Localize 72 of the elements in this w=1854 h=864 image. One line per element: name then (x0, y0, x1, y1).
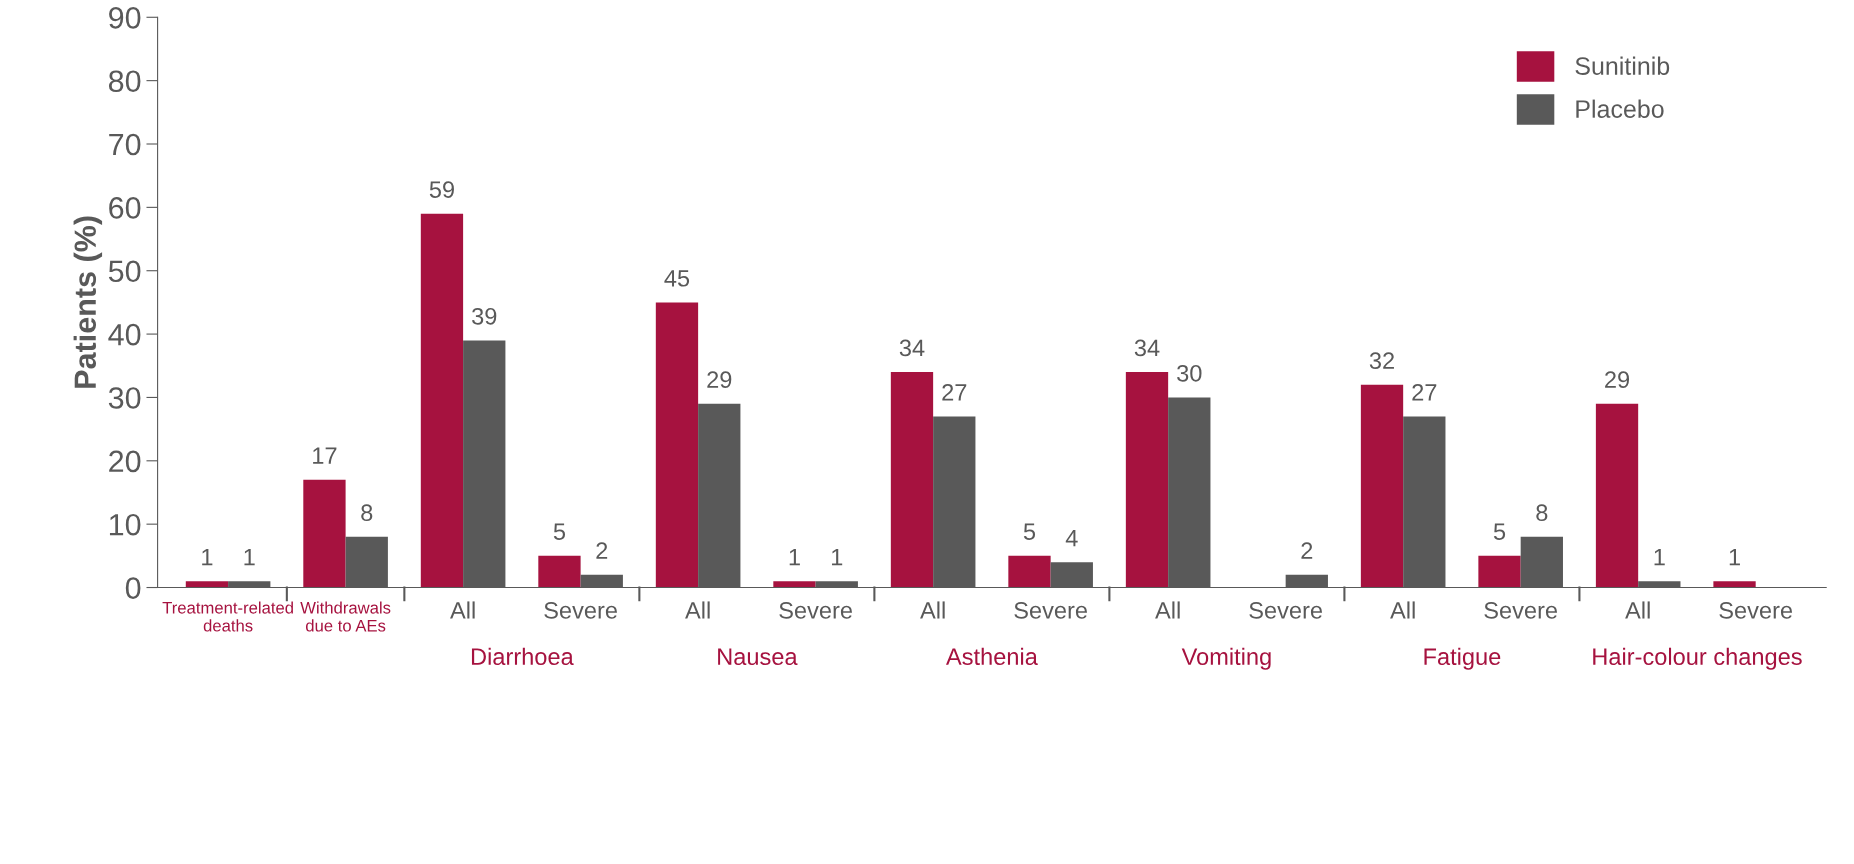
x-tick-label: All (450, 601, 475, 619)
legend-label: Placebo (1576, 99, 1664, 118)
x-tick-label: All (1155, 601, 1180, 619)
y-tick-label: 10 (109, 513, 141, 536)
legend-label: Sunitinib (1575, 56, 1670, 75)
x-tick-label: Severe (1484, 602, 1558, 619)
bar (303, 479, 346, 588)
data-label: 1 (832, 548, 843, 566)
x-tick-label: Treatment-related deaths (162, 601, 293, 632)
text: Asthenia (946, 647, 1038, 666)
bar (1595, 403, 1639, 588)
data-label: 32 (1369, 352, 1394, 369)
y-tick-label: 40 (108, 323, 141, 346)
y-tick-label: 50 (108, 260, 141, 283)
data-label: 5 (1493, 523, 1506, 541)
text: Fatigue (1424, 647, 1501, 670)
y-axis-title: Patients (%) (73, 216, 103, 388)
x-tick-label: Severe (1249, 602, 1323, 619)
x-tick-label: Severe (1014, 602, 1087, 619)
data-label: 1 (244, 548, 255, 566)
bar (538, 555, 581, 588)
bar (655, 302, 699, 588)
y-tick-label: 20 (109, 450, 141, 473)
data-label: 59 (429, 181, 454, 198)
x-tick-label: Withdrawals due to AEs (300, 601, 391, 632)
bar (1125, 372, 1169, 588)
data-label: 4 (1065, 529, 1078, 547)
y-tick-label: 30 (108, 387, 141, 409)
data-label: 29 (707, 371, 732, 388)
x-tick-label: All (685, 601, 710, 619)
x-tick-label: Severe (544, 602, 617, 619)
x-tick-label: All (1625, 601, 1650, 619)
y-tick-label: 90 (109, 7, 141, 29)
text: Diarrhoea (471, 647, 574, 666)
x-tick-label: All (1390, 601, 1415, 619)
data-label: 1 (1654, 548, 1665, 566)
data-label: 34 (1134, 339, 1160, 357)
x-tick-label: Severe (1719, 602, 1793, 619)
y-tick-label: 0 (125, 577, 141, 599)
text: Vomiting (1181, 647, 1271, 670)
data-label: 8 (1536, 504, 1548, 522)
data-label: 17 (313, 447, 337, 464)
data-label: 5 (1023, 523, 1036, 541)
data-label: 30 (1177, 364, 1202, 382)
bar (185, 581, 229, 588)
data-label: 2 (596, 542, 608, 559)
data-label: 27 (942, 383, 967, 401)
y-tick-label: 60 (109, 197, 141, 219)
data-label: 29 (1605, 371, 1630, 388)
bar (1360, 384, 1404, 588)
bar (773, 581, 816, 588)
data-label: 8 (361, 504, 373, 522)
x-tick-label: All (920, 601, 945, 619)
data-label: 1 (202, 548, 213, 566)
y-tick-label: 70 (109, 133, 141, 156)
bar (1713, 581, 1756, 588)
y-tick-label: 80 (108, 70, 141, 93)
bar (890, 372, 934, 588)
data-label: 34 (899, 339, 925, 357)
data-label: 27 (1412, 383, 1437, 401)
text: Hair-colour changes (1593, 647, 1802, 670)
data-label: 2 (1301, 542, 1313, 559)
text: Nausea (718, 648, 798, 666)
bar (420, 213, 464, 588)
bar (1008, 555, 1051, 588)
data-label: 5 (553, 523, 566, 541)
bar (1478, 555, 1521, 588)
x-tick-label: Severe (779, 602, 852, 619)
data-label: 39 (472, 307, 497, 325)
data-label: 45 (664, 270, 690, 287)
data-label: 1 (789, 548, 800, 566)
data-label: 1 (1729, 548, 1740, 566)
